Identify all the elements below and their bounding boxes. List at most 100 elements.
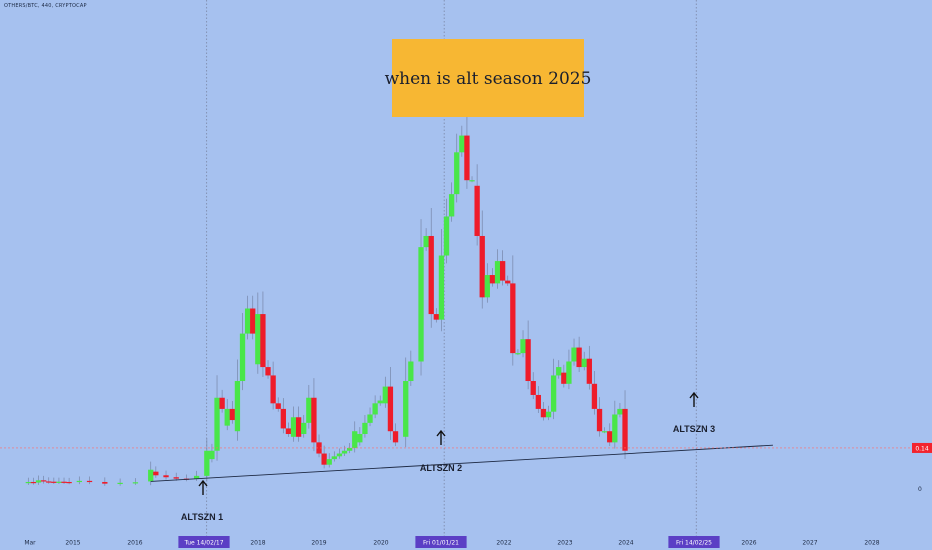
- candle: [40, 480, 47, 482]
- candle: [331, 456, 337, 460]
- candle: [494, 261, 501, 284]
- candle: [46, 481, 52, 483]
- candle: [280, 408, 286, 429]
- x-tick-label: 2026: [741, 540, 756, 547]
- candle: [377, 400, 383, 404]
- date-marker-bg: [178, 536, 230, 548]
- candle: [474, 185, 480, 236]
- candle: [622, 408, 628, 451]
- candle: [117, 482, 123, 485]
- candle: [224, 408, 230, 426]
- altszn-label-1: ALTSZN 1: [181, 512, 223, 522]
- candle: [204, 450, 210, 476]
- candle: [229, 408, 235, 421]
- candle: [306, 397, 312, 423]
- altszn-label-2: ALTSZN 2: [420, 463, 462, 473]
- candle: [591, 383, 598, 409]
- date-marker-label: Fri 14/02/25: [676, 540, 712, 547]
- candle: [346, 447, 353, 451]
- candle: [326, 459, 332, 465]
- candle: [438, 255, 445, 320]
- candle: [576, 347, 582, 368]
- x-tick-label: 2015: [65, 540, 80, 547]
- candle: [76, 480, 82, 483]
- candle: [255, 314, 261, 365]
- candle: [56, 481, 62, 483]
- date-marker-label: Fri 01/01/21: [423, 540, 459, 547]
- candle: [301, 422, 307, 435]
- x-tick-label: 2024: [618, 540, 633, 547]
- candle: [367, 414, 373, 423]
- candle: [408, 361, 414, 382]
- candle: [464, 135, 470, 181]
- candle: [489, 275, 496, 284]
- candle: [102, 481, 108, 484]
- candle: [270, 375, 276, 404]
- candle: [244, 308, 251, 334]
- zero-tick-label: 0: [918, 486, 922, 493]
- candle: [418, 247, 424, 362]
- altszn-label-3: ALTSZN 3: [673, 424, 715, 434]
- candle: [540, 408, 547, 418]
- candle: [612, 414, 618, 443]
- symbol-label: OTHERS/BTC, 440, CRYPTOCAP: [4, 3, 87, 9]
- banner-text: when is alt season 2025: [385, 69, 592, 89]
- candle: [239, 333, 246, 382]
- candle: [214, 397, 220, 451]
- candle: [545, 411, 552, 418]
- candle: [153, 471, 159, 476]
- candle: [392, 431, 399, 443]
- candle: [316, 442, 322, 454]
- candle: [556, 367, 562, 376]
- support-trendline: [150, 444, 773, 482]
- x-tick-label: 2019: [311, 540, 326, 547]
- date-marker-bg: [668, 536, 720, 548]
- candle: [479, 235, 485, 298]
- x-tick-label: 2023: [557, 540, 572, 547]
- candle: [571, 347, 577, 362]
- candle: [454, 152, 460, 195]
- date-marker-label: Tue 14/02/17: [183, 540, 223, 547]
- candle: [290, 417, 297, 437]
- candle: [35, 480, 42, 483]
- candle: [61, 481, 67, 483]
- candle: [515, 353, 521, 355]
- candle: [443, 216, 450, 256]
- candle: [484, 275, 490, 298]
- candle: [423, 235, 429, 248]
- candle: [586, 358, 592, 384]
- candle: [219, 397, 225, 409]
- candle: [550, 375, 557, 412]
- candle: [295, 417, 302, 437]
- candle: [265, 367, 271, 376]
- candle: [530, 381, 536, 395]
- candle: [357, 434, 363, 443]
- candle: [372, 403, 378, 415]
- candle: [382, 386, 388, 404]
- x-tick-label: 2016: [127, 540, 142, 547]
- candle: [193, 475, 200, 479]
- candle: [51, 481, 57, 483]
- x-tick-label: 2022: [496, 540, 511, 547]
- candle: [601, 431, 608, 433]
- x-tick-label: Mar: [24, 540, 36, 547]
- arrow-head-icon: [689, 391, 699, 399]
- candle: [260, 314, 266, 368]
- candle: [607, 431, 613, 443]
- x-tick-label: 2020: [373, 540, 388, 547]
- candle: [321, 453, 327, 465]
- candle: [448, 194, 455, 217]
- candle: [362, 422, 368, 435]
- candle: [617, 408, 623, 415]
- candle: [341, 450, 348, 454]
- candle: [234, 381, 241, 432]
- candle: [66, 481, 72, 484]
- arrow-head-icon: [436, 429, 446, 437]
- candle: [163, 475, 169, 478]
- candle: [428, 235, 434, 315]
- candle: [596, 408, 603, 432]
- candle: [459, 135, 465, 153]
- candle: [311, 397, 317, 443]
